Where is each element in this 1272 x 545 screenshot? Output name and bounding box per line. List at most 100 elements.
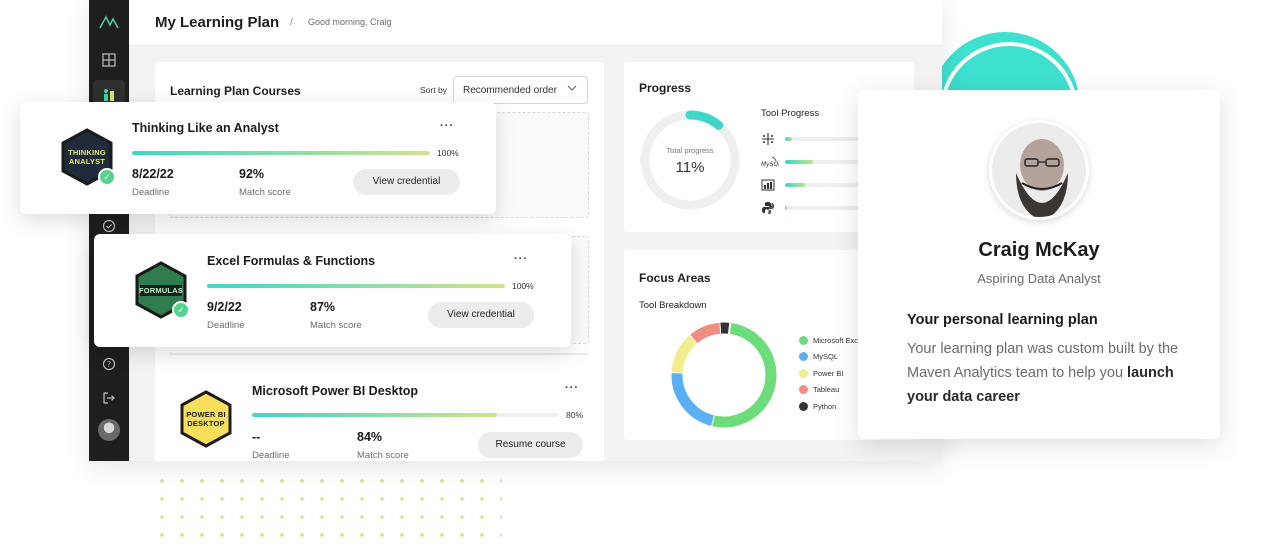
- avatar[interactable]: [98, 419, 120, 441]
- mysql-icon: MySQL: [761, 155, 782, 172]
- tool-progress-title: Tool Progress: [761, 108, 820, 119]
- logo-icon[interactable]: [97, 10, 121, 34]
- resume-course-button[interactable]: Resume course: [478, 432, 583, 458]
- course-match-label: Match score: [310, 320, 362, 331]
- description-emphasis: launch your data career: [907, 365, 1174, 405]
- python-icon: [761, 201, 775, 218]
- main-area: My Learning Plan / Good morning, Craig L…: [129, 0, 942, 461]
- focus-areas-title: Focus Areas: [639, 271, 711, 285]
- legend-label: Power BI: [813, 369, 844, 378]
- logout-icon[interactable]: [97, 386, 121, 410]
- course-deadline-value: 9/2/22: [207, 300, 242, 314]
- legend-label: Tableau: [813, 385, 840, 394]
- donut-slice-tableau: [690, 322, 722, 344]
- course-deadline-label: Deadline: [252, 450, 290, 461]
- decorative-dot-grid: [152, 472, 502, 542]
- top-bar: My Learning Plan / Good morning, Craig: [129, 0, 942, 46]
- learning-plan-description: Your learning plan was custom built by t…: [907, 337, 1187, 409]
- chevron-down-icon: [566, 82, 578, 97]
- course-title[interactable]: Thinking Like an Analyst: [132, 121, 279, 135]
- more-options-button[interactable]: ···: [440, 120, 454, 132]
- profile-card: Craig McKay Aspiring Data Analyst Your p…: [858, 90, 1220, 439]
- course-title[interactable]: Microsoft Power BI Desktop: [252, 384, 418, 398]
- tool-progress-fill: [785, 183, 805, 187]
- completed-check-icon: ✓: [172, 301, 190, 319]
- course-match-label: Match score: [239, 187, 291, 198]
- profile-name: Craig McKay: [978, 239, 1100, 261]
- course-progress-percent: 100%: [437, 148, 459, 158]
- donut-slice-power-bi: [671, 334, 698, 373]
- legend-label: Microsoft Exc: [813, 336, 859, 345]
- tool-progress-row: [761, 201, 911, 215]
- donut-slice-gap: [727, 321, 732, 335]
- profile-photo: [989, 120, 1089, 220]
- page-title: My Learning Plan: [155, 14, 280, 31]
- more-options-button[interactable]: ···: [514, 253, 528, 265]
- view-credential-button[interactable]: View credential: [353, 169, 460, 195]
- badge-label: THINKING ANALYST: [68, 148, 106, 166]
- badge-label: POWER BI DESKTOP: [186, 410, 226, 428]
- tool-breakdown-donut-chart: [670, 321, 777, 428]
- course-progress-percent: 80%: [566, 410, 584, 420]
- progress-panel-title: Progress: [639, 81, 692, 95]
- course-deadline-label: Deadline: [207, 320, 245, 331]
- total-progress-value: 11%: [675, 159, 705, 176]
- tool-progress-fill: [785, 206, 788, 210]
- tool-progress-row: [761, 132, 911, 146]
- svg-text:MySQL: MySQL: [761, 161, 779, 168]
- more-options-button[interactable]: ···: [565, 382, 579, 394]
- greeting-text: Good morning, Craig: [308, 17, 392, 27]
- learning-plan-heading: Your personal learning plan: [907, 312, 1098, 328]
- legend-dot: [799, 369, 808, 378]
- total-progress-ring: Total progress 11%: [638, 108, 742, 212]
- completed-check-icon: ✓: [98, 168, 116, 186]
- donut-slice-gap: [719, 321, 723, 335]
- donut-slice-microsoft-excel: [711, 322, 777, 428]
- divider: [169, 353, 589, 355]
- sort-select-value: Recommended order: [463, 85, 557, 96]
- course-deadline-label: Deadline: [132, 187, 170, 198]
- legend-dot: [799, 385, 808, 394]
- course-progress-bar: [207, 284, 505, 288]
- course-match-value: 92%: [239, 167, 265, 181]
- total-progress-label: Total progress: [666, 146, 714, 155]
- donut-slice-gap: [670, 370, 684, 374]
- check-circle-icon[interactable]: [97, 214, 121, 238]
- badge-label: FORMULAS: [138, 285, 184, 295]
- svg-text:?: ?: [107, 360, 111, 369]
- course-match-value: 87%: [310, 300, 336, 314]
- total-progress-arc: [640, 110, 740, 210]
- course-match-label: Match score: [357, 450, 409, 461]
- sort-select[interactable]: Recommended order: [453, 76, 588, 104]
- course-card-power-bi[interactable]: POWER BI DESKTOP Microsoft Power BI Desk…: [169, 364, 589, 461]
- tool-progress-row: MySQL: [761, 155, 911, 169]
- course-card-excel-formulas-functions[interactable]: FORMULAS ✓ Excel Formulas & Functions ··…: [94, 234, 571, 347]
- tool-breakdown-title: Tool Breakdown: [639, 300, 707, 311]
- help-icon[interactable]: ?: [97, 352, 121, 376]
- tool-progress-bar: [785, 206, 895, 210]
- legend-label: Python: [813, 402, 837, 411]
- course-deadline-value: 8/22/22: [132, 167, 174, 181]
- legend-dot: [799, 402, 808, 411]
- course-progress-fill: [132, 151, 430, 155]
- legend-label: MySQL: [813, 352, 839, 361]
- course-progress-fill: [207, 284, 505, 288]
- course-deadline-value: --: [252, 430, 261, 444]
- course-title[interactable]: Excel Formulas & Functions: [207, 254, 376, 268]
- legend-dot: [799, 352, 808, 361]
- donut-slice-mysql: [671, 372, 715, 426]
- course-progress-bar: [132, 151, 430, 155]
- profile-role: Aspiring Data Analyst: [977, 271, 1101, 286]
- tool-progress-bar: [785, 183, 895, 187]
- course-progress-fill: [252, 413, 497, 417]
- course-card-thinking-like-an-analyst[interactable]: THINKING ANALYST ✓ Thinking Like an Anal…: [20, 102, 496, 214]
- view-credential-button[interactable]: View credential: [428, 302, 534, 328]
- tool-progress-fill: [785, 137, 792, 141]
- tool-progress-fill: [785, 160, 813, 164]
- tool-progress-bar: [785, 137, 895, 141]
- sidebar: ?: [89, 0, 129, 461]
- sort-label: Sort by: [420, 85, 447, 95]
- tool-progress-row: [761, 178, 911, 192]
- grid-icon[interactable]: [97, 48, 121, 72]
- tableau-icon: [761, 132, 775, 149]
